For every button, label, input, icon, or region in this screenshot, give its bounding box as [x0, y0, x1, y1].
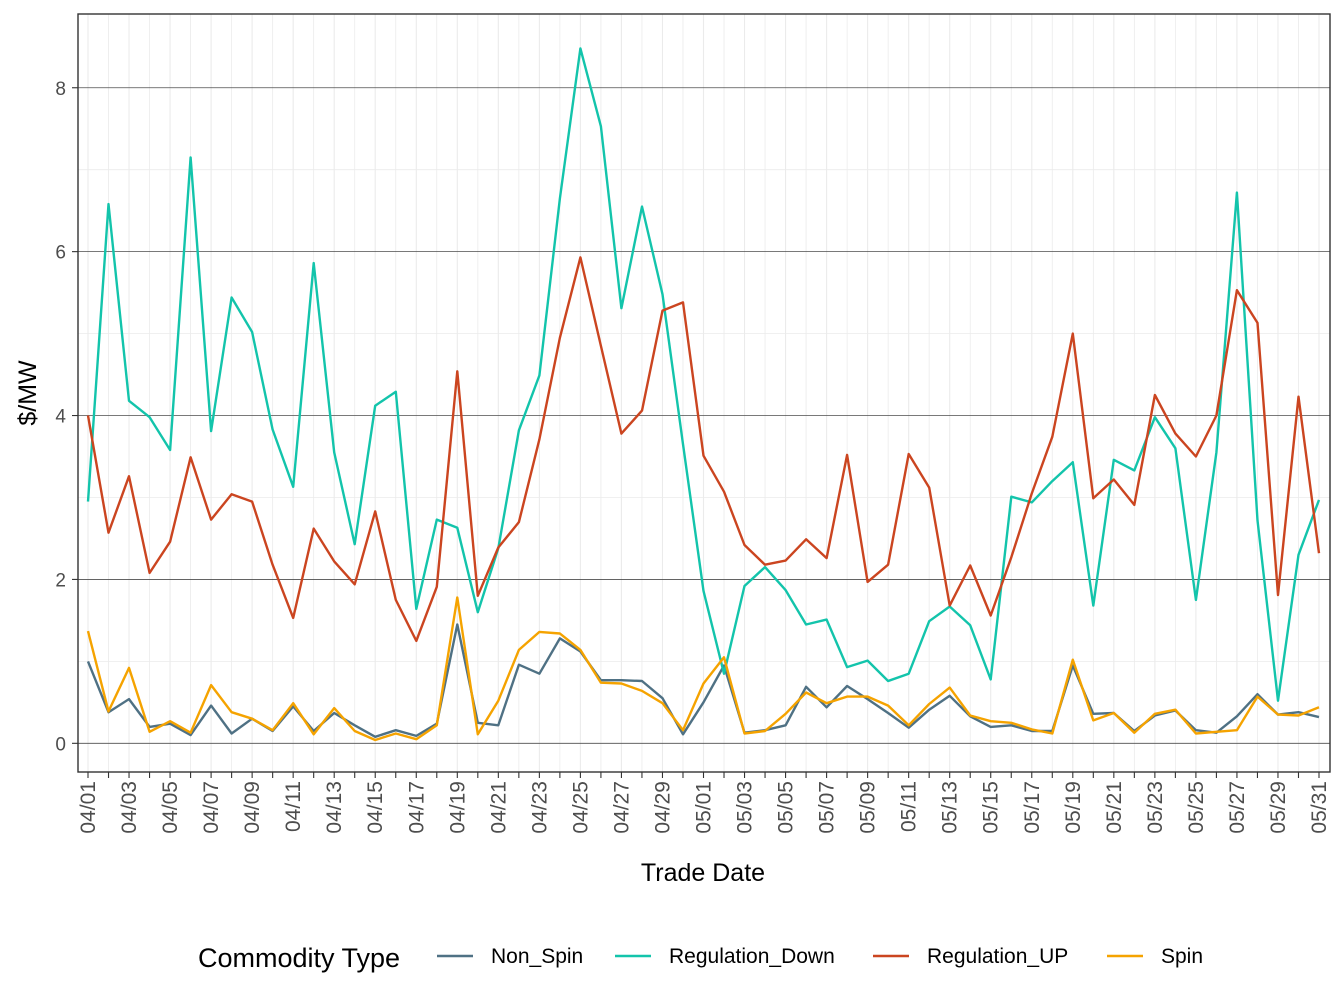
series-line-regulation-up — [86, 256, 1321, 643]
series-line-regulation-down — [86, 47, 1321, 702]
x-tick-label: 05/19 — [1062, 781, 1085, 834]
y-tick-label: 4 — [55, 407, 66, 428]
legend-label: Regulation_UP — [927, 945, 1068, 968]
legend-item-regulation-up: Regulation_UP — [873, 945, 1068, 968]
x-axis-title: Trade Date — [641, 859, 765, 887]
x-tick-label: 05/15 — [980, 781, 1003, 834]
x-tick-label: 04/27 — [610, 781, 633, 834]
legend-label: Spin — [1161, 945, 1203, 968]
series-line-spin — [86, 596, 1320, 742]
y-tick-label: 6 — [55, 243, 66, 264]
x-tick-label: 05/23 — [1144, 781, 1167, 834]
legend-label: Regulation_Down — [669, 945, 835, 968]
x-axis: 04/01 04/03 04/05 04/07 04/09 04/11 04/13 04/15… — [77, 772, 1331, 834]
x-tick-label: 05/29 — [1267, 781, 1290, 834]
x-tick-label: 04/15 — [364, 781, 387, 834]
y-tick-label: 2 — [55, 570, 66, 591]
series-lines — [86, 47, 1321, 742]
x-tick-label: 04/05 — [159, 781, 182, 834]
x-tick-label: 04/11 — [282, 781, 305, 832]
x-tick-label: 04/19 — [446, 781, 469, 834]
legend-title: Commodity Type — [198, 943, 400, 973]
x-tick-label: 05/31 — [1308, 781, 1331, 834]
x-tick-label: 05/27 — [1226, 781, 1249, 834]
x-tick-label: 05/17 — [1021, 781, 1044, 834]
x-tick-label: 04/17 — [405, 781, 428, 834]
legend: Commodity Type Non_Spin Regulation_Down Re… — [198, 943, 1203, 973]
x-tick-label: 04/29 — [652, 781, 675, 834]
x-tick-label: 04/13 — [323, 781, 346, 834]
y-axis: 0 2 4 6 8 — [55, 79, 78, 755]
legend-items: Non_Spin Regulation_Down Regulation_UP Spin — [437, 945, 1203, 968]
x-tick-label: 04/07 — [200, 781, 223, 834]
x-tick-label: 05/07 — [816, 781, 839, 834]
y-tick-label: 0 — [55, 734, 66, 755]
minor-gridlines — [78, 14, 1330, 772]
x-tick-label: 05/01 — [693, 781, 716, 834]
legend-item-regulation-down: Regulation_Down — [615, 945, 835, 968]
x-tick-label: 05/13 — [939, 781, 962, 834]
legend-item-spin: Spin — [1107, 945, 1203, 968]
x-tick-label: 05/25 — [1185, 781, 1208, 834]
x-tick-label: 05/05 — [775, 781, 798, 834]
x-tick-label: 04/03 — [118, 781, 141, 834]
x-tick-label: 04/21 — [487, 781, 510, 834]
legend-item-non-spin: Non_Spin — [437, 945, 583, 968]
y-axis-title: $/MW — [14, 360, 42, 426]
y-tick-label: 8 — [55, 79, 66, 100]
x-tick-label: 05/21 — [1103, 781, 1126, 834]
x-tick-label: 04/23 — [528, 781, 551, 834]
x-tick-label: 04/01 — [77, 781, 100, 834]
x-tick-label: 05/09 — [857, 781, 880, 834]
legend-label: Non_Spin — [491, 945, 583, 968]
major-gridlines — [78, 14, 1330, 772]
x-tick-label: 04/25 — [569, 781, 592, 834]
x-tick-label: 05/03 — [734, 781, 757, 834]
x-tick-label: 04/09 — [241, 781, 264, 834]
x-tick-label: 05/11 — [898, 781, 921, 832]
